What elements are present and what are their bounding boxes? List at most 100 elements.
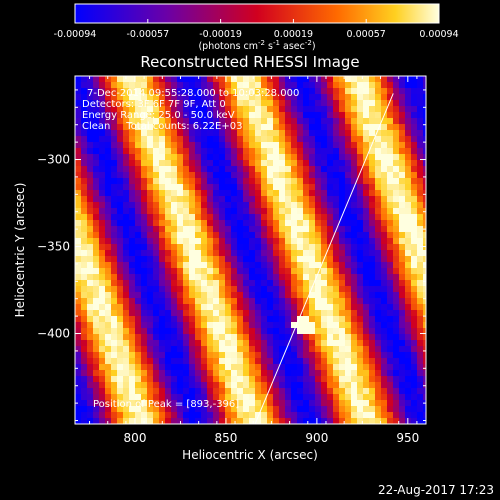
- heatmap-cell: [291, 334, 298, 341]
- heatmap-cell: [243, 220, 250, 227]
- heatmap-cell: [93, 280, 100, 287]
- heatmap-cell: [351, 94, 358, 101]
- heatmap-cell: [423, 94, 426, 101]
- heatmap-cell: [387, 358, 394, 365]
- heatmap-cell: [393, 124, 400, 131]
- heatmap-cell: [405, 208, 412, 215]
- heatmap-cell: [111, 148, 118, 155]
- heatmap-cell: [363, 238, 370, 245]
- heatmap-cell: [99, 94, 106, 101]
- heatmap-cell: [153, 400, 160, 407]
- heatmap-cell: [273, 400, 280, 407]
- heatmap-cell: [165, 112, 172, 119]
- heatmap-cell: [327, 358, 334, 365]
- heatmap-cell: [165, 274, 172, 281]
- heatmap-cell: [147, 226, 154, 233]
- heatmap-cell: [243, 352, 250, 359]
- heatmap-cell: [213, 370, 220, 377]
- heatmap-cell: [81, 418, 88, 424]
- heatmap-cell: [189, 292, 196, 299]
- heatmap-cell: [225, 304, 232, 311]
- heatmap-cell: [153, 202, 160, 209]
- heatmap-cell: [249, 232, 256, 239]
- heatmap-cell: [81, 124, 88, 131]
- heatmap-cell: [117, 328, 124, 335]
- heatmap-cell: [399, 358, 406, 365]
- heatmap-cell: [231, 172, 238, 179]
- heatmap-cell: [261, 232, 268, 239]
- heatmap-cell: [399, 286, 406, 293]
- heatmap-cell: [381, 100, 388, 107]
- heatmap-cell: [93, 388, 100, 395]
- heatmap-cell: [357, 202, 364, 209]
- heatmap-cell: [273, 406, 280, 413]
- heatmap-cell: [417, 154, 424, 161]
- heatmap-cell: [207, 406, 214, 413]
- heatmap-cell: [201, 160, 208, 167]
- heatmap-cell: [165, 370, 172, 377]
- heatmap-cell: [231, 280, 238, 287]
- heatmap-cell: [411, 136, 418, 143]
- heatmap-cell: [75, 190, 82, 197]
- heatmap-cell: [333, 418, 340, 424]
- heatmap-cell: [153, 304, 160, 311]
- heatmap-cell: [213, 184, 220, 191]
- heatmap-cell: [291, 100, 298, 107]
- heatmap-cell: [399, 220, 406, 227]
- heatmap-cell: [411, 220, 418, 227]
- heatmap-cell: [147, 382, 154, 389]
- heatmap-cell: [99, 406, 106, 413]
- heatmap-cell: [219, 148, 226, 155]
- heatmap-cell: [183, 136, 190, 143]
- heatmap-cell: [219, 358, 226, 365]
- heatmap-cell: [411, 202, 418, 209]
- heatmap-cell: [417, 286, 424, 293]
- heatmap-cell: [219, 262, 226, 269]
- heatmap-cell: [405, 316, 412, 323]
- heatmap-cell: [393, 256, 400, 263]
- heatmap-cell: [207, 190, 214, 197]
- heatmap-cell: [111, 136, 118, 143]
- heatmap-cell: [321, 88, 328, 95]
- heatmap-cell: [183, 316, 190, 323]
- heatmap-cell: [261, 142, 268, 149]
- heatmap-cell: [99, 328, 106, 335]
- heatmap-cell: [405, 298, 412, 305]
- heatmap-cell: [159, 262, 166, 269]
- heatmap-cell: [351, 148, 358, 155]
- heatmap-cell: [129, 262, 136, 269]
- heatmap-cell: [213, 274, 220, 281]
- heatmap-cell: [201, 202, 208, 209]
- heatmap-cell: [111, 238, 118, 245]
- heatmap-cell: [231, 412, 238, 419]
- heatmap-cell: [327, 106, 334, 113]
- heatmap-cell: [261, 166, 268, 173]
- heatmap-cell: [213, 340, 220, 347]
- heatmap-cell: [285, 160, 292, 167]
- heatmap-cell: [135, 136, 142, 143]
- heatmap-cell: [309, 160, 316, 167]
- heatmap-cell: [111, 370, 118, 377]
- heatmap-cell: [291, 220, 298, 227]
- heatmap-cell: [261, 292, 268, 299]
- heatmap-cell: [381, 214, 388, 221]
- heatmap-cell: [243, 244, 250, 251]
- heatmap-cell: [249, 364, 256, 371]
- heatmap-cell: [141, 268, 148, 275]
- heatmap-cell: [153, 208, 160, 215]
- heatmap-cell: [309, 388, 316, 395]
- heatmap-cell: [165, 334, 172, 341]
- heatmap-cell: [321, 250, 328, 257]
- heatmap-cell: [309, 328, 316, 335]
- heatmap-cell: [411, 268, 418, 275]
- heatmap-cell: [201, 346, 208, 353]
- heatmap-cell: [255, 154, 262, 161]
- heatmap-cell: [303, 370, 310, 377]
- heatmap-cell: [369, 202, 376, 209]
- heatmap-cell: [123, 400, 130, 407]
- heatmap-cell: [309, 238, 316, 245]
- heatmap-cell: [369, 316, 376, 323]
- heatmap-cell: [285, 388, 292, 395]
- heatmap-cell: [249, 214, 256, 221]
- heatmap-cell: [381, 106, 388, 113]
